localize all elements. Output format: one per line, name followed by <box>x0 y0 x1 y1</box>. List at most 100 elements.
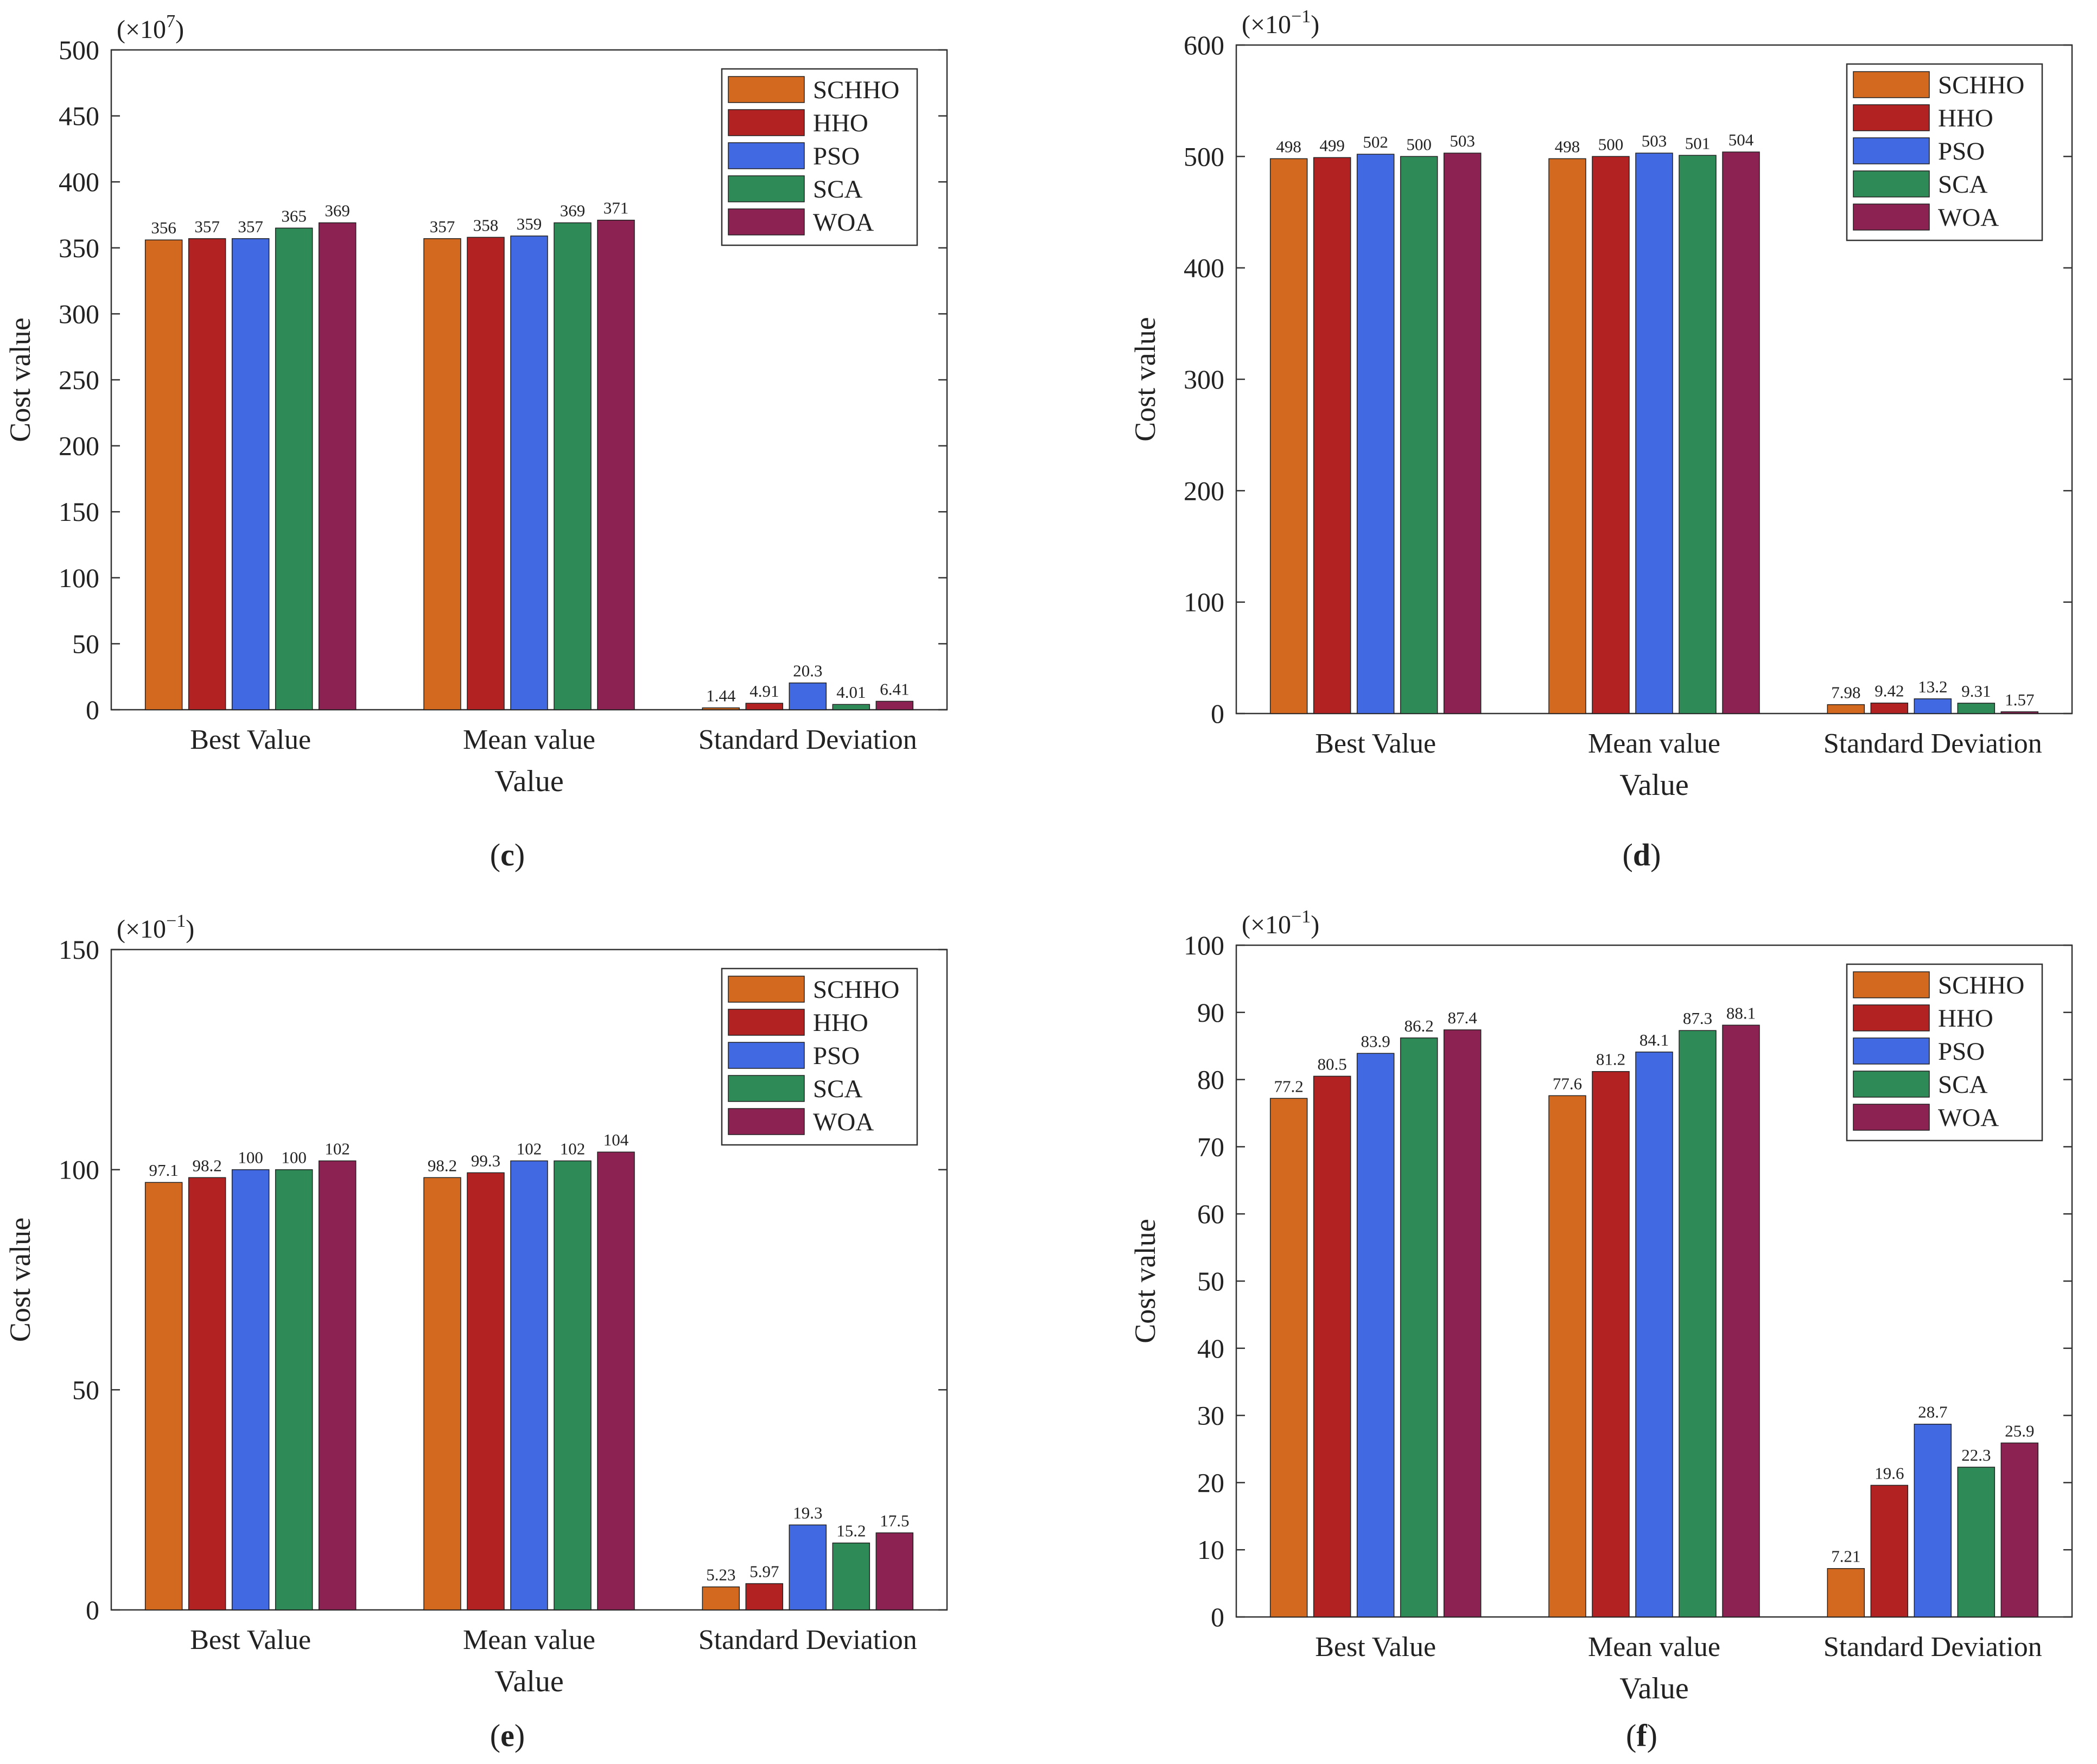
data-label: 102 <box>560 1139 586 1158</box>
data-label: 83.9 <box>1361 1031 1390 1050</box>
bar-sca <box>1400 1037 1438 1617</box>
y-tick-label: 400 <box>59 167 99 197</box>
bar-pso <box>231 238 270 710</box>
data-label: 5.97 <box>749 1562 779 1581</box>
bar-schho <box>423 1177 461 1610</box>
legend-swatch-sca <box>728 1075 805 1102</box>
y-tick-label: 70 <box>1197 1131 1224 1162</box>
y-tick-label: 150 <box>59 934 99 965</box>
y-tick-label: 0 <box>86 695 99 725</box>
data-label: 97.1 <box>149 1161 179 1180</box>
data-label: 359 <box>517 214 542 233</box>
legend-label: HHO <box>813 1009 868 1037</box>
axis-multiplier: (×10−1) <box>117 911 194 944</box>
x-category-label: Standard Deviation <box>1823 1632 2042 1663</box>
y-tick-label: 50 <box>72 628 99 659</box>
y-tick-label: 500 <box>59 35 99 65</box>
y-tick-label: 450 <box>59 101 99 131</box>
legend-label: PSO <box>1938 137 1985 165</box>
data-label: 498 <box>1276 137 1301 156</box>
axis-multiplier: (×107) <box>117 11 184 44</box>
bar-schho <box>1269 1098 1308 1617</box>
bar-hho <box>467 1172 505 1610</box>
y-tick-label: 0 <box>1211 1602 1224 1632</box>
data-label: 500 <box>1406 135 1432 154</box>
bar-sca <box>1957 1467 1996 1617</box>
x-axis-label: Value <box>494 765 564 798</box>
legend-label: WOA <box>1938 203 1999 232</box>
data-label: 77.2 <box>1274 1077 1304 1096</box>
x-category-label: Best Value <box>1315 728 1436 759</box>
bar-pso <box>1914 1423 1952 1617</box>
y-tick-label: 90 <box>1197 997 1224 1028</box>
bar-sca <box>832 704 870 710</box>
legend-label: SCHHO <box>813 76 899 104</box>
y-tick-label: 100 <box>59 563 99 593</box>
multiplier-exponent: −1 <box>166 911 186 931</box>
bar-sca <box>1957 703 1996 714</box>
multiplier-exponent: −1 <box>1291 907 1311 927</box>
legend-label: WOA <box>1938 1104 1999 1132</box>
legend-swatch-schho <box>728 76 805 103</box>
data-label: 499 <box>1319 136 1345 155</box>
y-tick-label: 500 <box>1184 141 1224 171</box>
multiplier-close: ) <box>1311 910 1319 939</box>
bar-schho <box>702 1586 740 1610</box>
data-label: 81.2 <box>1596 1050 1625 1069</box>
data-label: 84.1 <box>1640 1030 1669 1049</box>
panel-label: (c) <box>490 837 525 873</box>
data-label: 80.5 <box>1318 1054 1347 1073</box>
panel-label: (f) <box>1626 1718 1657 1753</box>
legend-label: SCA <box>1938 170 1987 199</box>
y-tick-label: 0 <box>86 1595 99 1625</box>
bar-pso <box>1635 152 1673 714</box>
bar-pso <box>510 1160 548 1610</box>
legend-swatch-schho <box>1853 971 1930 998</box>
bar-woa <box>318 222 357 710</box>
bar-sca <box>554 222 592 710</box>
data-label: 7.21 <box>1831 1547 1860 1566</box>
multiplier-base: (×10 <box>1242 910 1291 939</box>
bar-woa <box>2000 1442 2039 1617</box>
data-label: 99.3 <box>471 1151 500 1170</box>
multiplier-exponent: 7 <box>166 11 175 31</box>
bar-sca <box>1679 155 1717 714</box>
data-label: 365 <box>281 206 307 225</box>
data-label: 20.3 <box>793 661 822 680</box>
data-label: 504 <box>1729 130 1754 149</box>
data-label: 356 <box>151 218 176 237</box>
multiplier-base: (×10 <box>117 15 166 44</box>
legend-swatch-schho <box>1853 71 1930 98</box>
y-tick-label: 30 <box>1197 1400 1224 1431</box>
bar-sca <box>554 1160 592 1610</box>
legend-swatch-pso <box>1853 137 1930 164</box>
data-label: 77.6 <box>1553 1074 1582 1093</box>
data-label: 28.7 <box>1918 1403 1947 1422</box>
x-category-label: Standard Deviation <box>698 1625 917 1655</box>
legend-swatch-hho <box>1853 1004 1930 1031</box>
data-label: 19.3 <box>793 1503 822 1522</box>
data-label: 25.9 <box>2005 1421 2034 1440</box>
x-category-label: Best Value <box>190 1625 311 1655</box>
x-category-label: Mean value <box>463 724 595 755</box>
bar-hho <box>1313 1075 1351 1617</box>
bar-sca <box>832 1542 870 1610</box>
x-category-label: Mean value <box>463 1625 595 1655</box>
bar-hho <box>188 1177 226 1610</box>
data-label: 102 <box>517 1139 542 1158</box>
bar-hho <box>745 1583 784 1610</box>
panel-label-open: ( <box>1626 1718 1636 1753</box>
legend-label: HHO <box>1938 1004 1993 1033</box>
panel-label-close: ) <box>514 837 525 873</box>
legend-swatch-hho <box>728 1009 805 1036</box>
data-label: 369 <box>560 201 586 220</box>
legend-label: SCHHO <box>1938 971 2024 999</box>
x-category-label: Mean value <box>1588 728 1720 759</box>
y-tick-label: 100 <box>1184 930 1224 960</box>
legend-label: PSO <box>813 1042 860 1070</box>
panel-label-close: ) <box>514 1718 525 1753</box>
y-tick-label: 100 <box>1184 587 1224 617</box>
panel-label-close: ) <box>1647 1718 1657 1753</box>
bar-hho <box>1592 156 1630 714</box>
